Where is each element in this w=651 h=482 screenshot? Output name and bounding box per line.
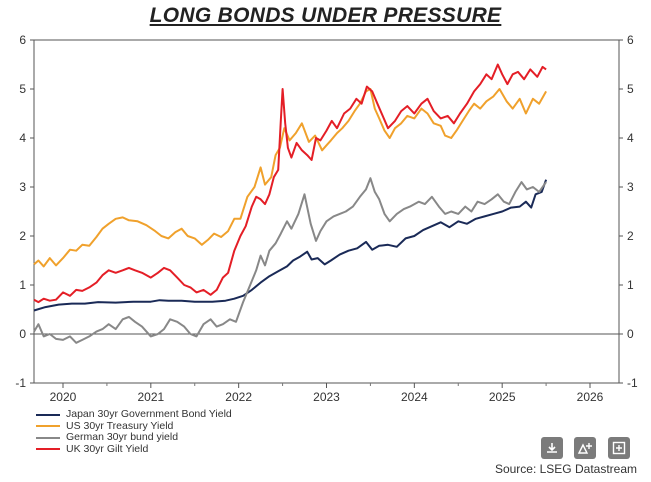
x-tick-label: 2026 [577,390,604,404]
y-tick-label-right: -1 [627,376,638,390]
legend-label: Japan 30yr Government Bond Yield [66,408,232,420]
y-tick-label-left: 3 [19,180,26,194]
series-line-uk-30yr-gilt-yield [33,63,547,304]
add-panel-icon [612,441,626,455]
series-line-german-30yr-bund-yield [33,177,547,344]
x-tick-label: 2024 [401,390,428,404]
legend-swatch [36,425,60,428]
series-line-japan-30yr-government-bond-yield [33,179,548,312]
legend-swatch [36,436,60,439]
y-tick-label-right: 5 [627,82,634,96]
legend-swatch [36,448,60,451]
legend-label: German 30yr bund yield [66,431,179,443]
download-icon [547,443,557,453]
legend-item: German 30yr bund yield [36,431,232,444]
x-tick-label: 2023 [313,390,340,404]
legend-label: UK 30yr Gilt Yield [66,442,149,455]
x-tick-label: 2022 [225,390,252,404]
y-tick-label-left: 0 [19,327,26,341]
legend-item: UK 30yr Gilt Yield [36,442,232,456]
plot-frame [33,39,620,384]
download-button[interactable] [541,437,563,459]
source-note: Source: LSEG Datastream [494,462,637,476]
chart-legend: Japan 30yr Government Bond Yield US 30yr … [36,408,232,456]
y-tick-label-left: -1 [15,376,26,390]
y-tick-label-right: 0 [627,327,634,341]
series-line-us-30yr-treasury-yield [33,88,547,268]
legend-item: US 30yr Treasury Yield [36,419,232,433]
x-tick-label: 2025 [489,390,516,404]
add-chart-button[interactable] [574,437,596,459]
legend-swatch [36,413,60,416]
y-tick-label-right: 4 [627,131,634,145]
legend-label: US 30yr Treasury Yield [66,419,174,432]
legend-item: Japan 30yr Government Bond Yield [36,408,232,421]
y-tick-label-right: 3 [627,180,634,194]
add-chart-icon [577,443,592,454]
chart-title: LONG BONDS UNDER PRESSURE [149,4,502,27]
y-tick-label-left: 1 [19,278,26,292]
y-tick-label-left: 4 [19,131,26,145]
y-tick-label-left: 6 [19,33,26,47]
x-tick-label: 2021 [137,390,164,404]
y-tick-label-right: 1 [627,278,634,292]
y-tick-label-left: 5 [19,82,26,96]
y-tick-label-left: 2 [19,229,26,243]
x-tick-label: 2020 [50,390,77,404]
y-tick-label-right: 2 [627,229,634,243]
y-tick-label-right: 6 [627,33,634,47]
add-panel-button[interactable] [608,437,630,459]
